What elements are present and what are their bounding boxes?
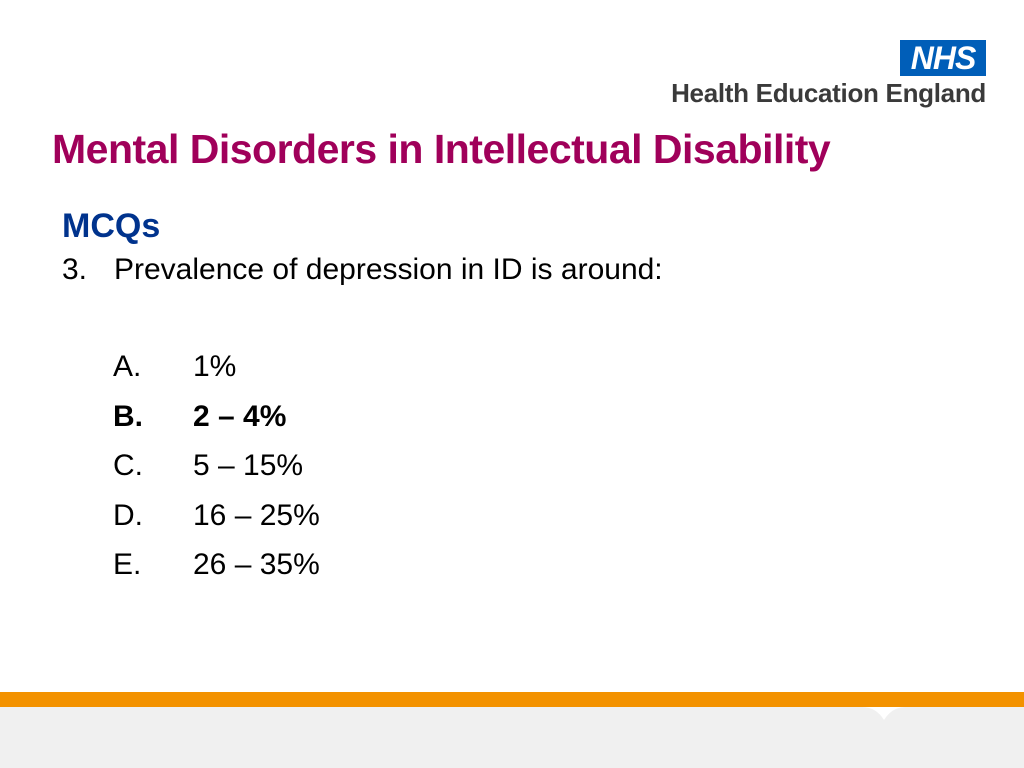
slide-title: Mental Disorders in Intellectual Disabil…: [52, 126, 831, 172]
option-letter: C.: [113, 449, 143, 482]
option-d: D. 16 – 25%: [113, 499, 320, 549]
answer-options: A. 1% B. 2 – 4% C. 5 – 15% D. 16 – 25% E. 26 …: [113, 350, 320, 598]
footer-orange-strip: [0, 692, 1024, 707]
option-c: C. 5 – 15%: [113, 449, 320, 499]
question: 3. Prevalence of depression in ID is arou…: [62, 253, 663, 287]
option-letter: E.: [113, 548, 142, 581]
option-a: A. 1%: [113, 350, 320, 400]
option-e: E. 26 – 35%: [113, 548, 320, 598]
option-letter: B.: [113, 399, 143, 433]
option-text: 26 – 35%: [193, 548, 320, 581]
question-number: 3.: [62, 253, 88, 286]
option-letter: D.: [113, 498, 143, 532]
nhs-hee-logo: NHS Health Education England: [636, 38, 986, 112]
option-text: 5 – 15%: [193, 449, 304, 482]
footer-grey-panel: [0, 707, 1024, 768]
section-heading: MCQs: [62, 207, 161, 245]
option-letter: A.: [113, 350, 142, 383]
option-text: 16 – 25%: [193, 498, 320, 532]
option-text: 1%: [193, 350, 237, 383]
nhs-logo-badge: NHS: [900, 40, 986, 76]
footer-band: [0, 692, 1024, 768]
question-text: Prevalence of depression in ID is around…: [114, 253, 663, 286]
option-b-correct: B. 2 – 4%: [113, 400, 320, 450]
organisation-name: Health Education England: [671, 78, 986, 108]
option-text: 2 – 4%: [193, 399, 287, 433]
